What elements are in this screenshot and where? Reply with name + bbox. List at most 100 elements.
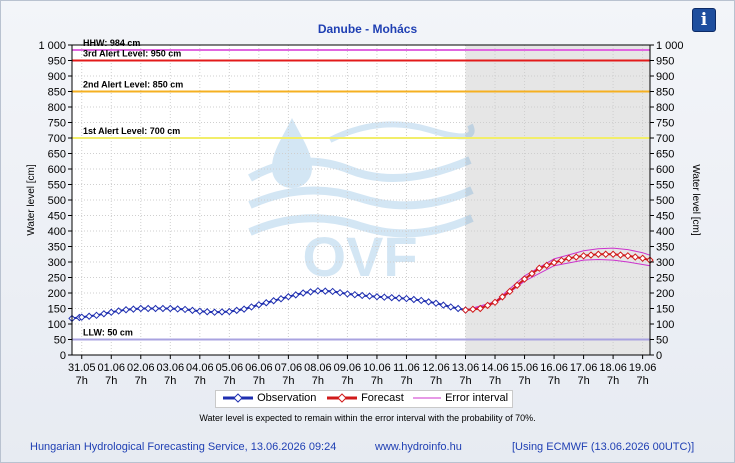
- x-tick-hour-label: 7h: [430, 375, 442, 387]
- observation-marker: [277, 295, 285, 303]
- observation-marker: [365, 292, 374, 300]
- y2-tick-label: 350: [656, 242, 674, 254]
- forecast-marker: [594, 250, 603, 258]
- y-axis-right: 0 50 100 150 200 250 300 350 400 450 500 550 600 650 7…: [650, 40, 684, 362]
- observation-line-icon: [223, 393, 253, 403]
- legend-item-observation: Observation: [222, 392, 316, 404]
- forecast-marker: [565, 254, 573, 262]
- y-tick-label: 100: [48, 319, 66, 331]
- y-tick-label: 150: [48, 304, 66, 316]
- observation-marker: [188, 306, 197, 315]
- y2-tick-label: 450: [656, 211, 674, 223]
- observation-marker: [181, 305, 189, 314]
- forecast-marker: [506, 287, 514, 296]
- observation-marker: [395, 294, 403, 302]
- forecast-marker: [461, 306, 470, 314]
- legend-label-forecast: Forecast: [361, 392, 404, 404]
- y2-tick-label: 700: [656, 133, 674, 145]
- observation-marker: [299, 289, 307, 297]
- y2-axis-label: Water level [cm]: [690, 164, 701, 236]
- observation-marker: [240, 305, 248, 313]
- y-tick-label: 550: [48, 180, 66, 192]
- x-tick-date-label: 17.06: [570, 362, 598, 374]
- observation-marker: [92, 311, 101, 320]
- observation-marker: [387, 293, 396, 302]
- x-tick-hour-label: 7h: [518, 375, 530, 387]
- observation-marker: [129, 305, 138, 313]
- legend-label-error-interval: Error interval: [445, 392, 509, 404]
- forecast-marker: [483, 301, 492, 310]
- observation-marker: [432, 299, 440, 307]
- ovf-watermark: OVF: [248, 118, 475, 288]
- observation-marker: [351, 290, 359, 299]
- forecast-marker: [616, 251, 625, 259]
- observation-marker: [402, 294, 411, 303]
- x-tick-date-label: 05.06: [216, 362, 244, 374]
- x-tick-hour-label: 7h: [135, 375, 147, 387]
- observation-marker: [380, 293, 389, 301]
- chart-title: Danube - Mohács: [317, 22, 418, 36]
- x-tick-date-label: 09.06: [334, 362, 362, 374]
- legend-item-error-interval: Error interval: [412, 392, 508, 404]
- watermark-text: OVF: [302, 225, 417, 288]
- x-tick-hour-label: 7h: [223, 375, 235, 387]
- wave-icon: [328, 121, 475, 143]
- y2-tick-label: 750: [656, 118, 674, 130]
- threshold-label: HHW: 984 cm: [83, 38, 140, 48]
- footer-model-info: [Using ECMWF (13.06.2026 00UTC)]: [512, 441, 695, 453]
- x-tick-date-label: 15.06: [511, 362, 539, 374]
- x-tick-date-label: 10.06: [363, 362, 391, 374]
- x-tick-hour-label: 7h: [636, 375, 648, 387]
- observation-marker: [255, 301, 263, 309]
- x-tick-date-label: 04.06: [186, 362, 214, 374]
- x-tick-date-label: 31.05: [68, 362, 96, 374]
- y2-tick-label: 600: [656, 164, 674, 176]
- x-tick-hour-label: 7h: [489, 375, 501, 387]
- y-axis-label: Water level [cm]: [26, 164, 37, 236]
- observation-marker: [447, 303, 455, 311]
- x-tick-date-label: 08.06: [304, 362, 332, 374]
- x-tick-date-label: 16.06: [540, 362, 568, 374]
- wave-icon: [248, 214, 474, 238]
- y-tick-label: 1 000: [38, 40, 66, 52]
- x-tick-hour-label: 7h: [607, 375, 619, 387]
- y-tick-label: 800: [48, 102, 66, 114]
- wave-icon: [248, 156, 472, 182]
- observation-marker: [85, 312, 93, 320]
- observation-marker: [262, 299, 270, 307]
- observation-marker: [410, 295, 418, 304]
- y-tick-label: 900: [48, 71, 66, 83]
- y2-tick-label: 300: [656, 257, 674, 269]
- forecast-marker: [638, 254, 647, 262]
- y-tick-label: 700: [48, 133, 66, 145]
- observation-marker: [439, 301, 448, 309]
- threshold-label: 1st Alert Level: 700 cm: [83, 126, 180, 136]
- y2-tick-label: 1 000: [656, 40, 684, 52]
- y2-tick-label: 250: [656, 273, 674, 285]
- threshold-label: 3rd Alert Level: 950 cm: [83, 49, 181, 59]
- observation-marker: [336, 288, 344, 297]
- error-interval-line-icon: [413, 397, 441, 399]
- x-tick-date-label: 14.06: [481, 362, 509, 374]
- legend: Observation Forecast Error interval: [215, 390, 513, 408]
- footer-website-link[interactable]: www.hydroinfo.hu: [375, 441, 462, 453]
- x-tick-hour-label: 7h: [548, 375, 560, 387]
- observation-marker: [203, 308, 211, 316]
- observation-marker: [159, 304, 167, 313]
- observation-marker: [225, 307, 234, 316]
- x-tick-date-label: 03.06: [157, 362, 185, 374]
- x-tick-date-label: 07.06: [275, 362, 303, 374]
- x-axis: 31.057h01.067h02.067h03.067h04.067h05.06…: [68, 355, 656, 387]
- forecast-marker: [476, 304, 484, 313]
- y2-tick-label: 550: [656, 180, 674, 192]
- forecast-marker: [542, 261, 551, 270]
- observation-marker: [343, 290, 352, 298]
- forecast-marker: [513, 281, 521, 289]
- info-button[interactable]: i: [692, 8, 716, 32]
- y-tick-label: 300: [48, 257, 66, 269]
- y2-tick-label: 150: [656, 304, 674, 316]
- x-tick-date-label: 19.06: [629, 362, 657, 374]
- forecast-marker: [520, 275, 529, 283]
